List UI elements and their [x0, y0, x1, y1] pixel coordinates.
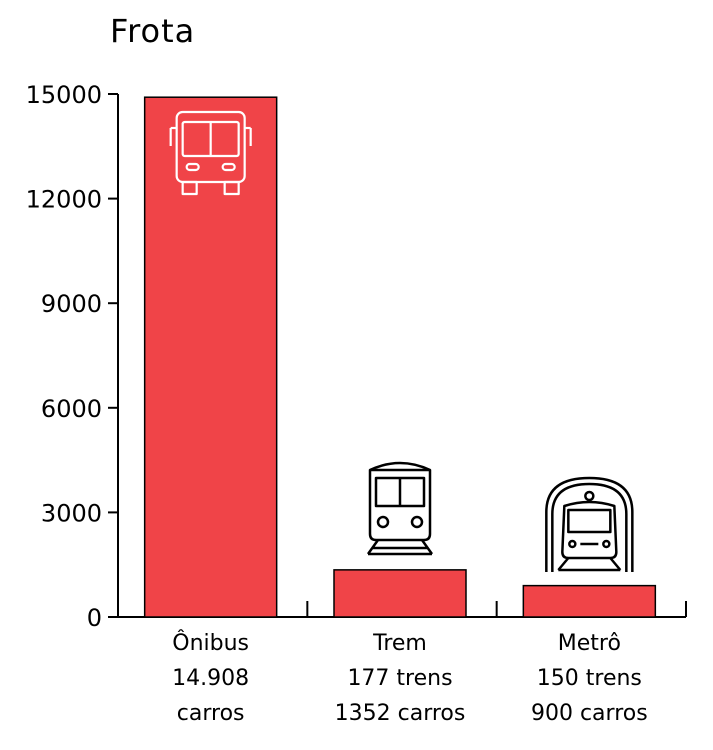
category-label-line: Ônibus: [172, 630, 249, 656]
metro-icon: [545, 476, 634, 572]
category-label-line: 150 trens: [537, 666, 642, 691]
axes: 0 3000 6000 9000 12000 15000: [26, 81, 687, 632]
bars: [143, 96, 657, 618]
y-tick-label: 3000: [41, 499, 102, 527]
bar: [522, 584, 657, 618]
y-tick-label: 0: [87, 604, 102, 632]
category-label-line: 1352 carros: [335, 701, 466, 726]
y-tick-label: 6000: [41, 395, 102, 423]
bar: [143, 96, 278, 618]
icons: [169, 110, 634, 572]
category-labels: Ônibus 14.908 carros Trem 177 trens 1352 carr…: [172, 630, 648, 726]
y-tick-label: 12000: [26, 186, 102, 214]
bus-icon: [169, 110, 252, 196]
category-label-line: 900 carros: [531, 701, 648, 726]
category-label-line: Metrô: [558, 631, 621, 656]
category-label: Trem 177 trens 1352 carros: [335, 631, 466, 726]
category-label: Metrô 150 trens 900 carros: [531, 631, 648, 726]
category-label: Ônibus 14.908 carros: [172, 630, 249, 726]
category-label-line: carros: [177, 701, 245, 726]
chart-title: Frota: [110, 12, 196, 50]
bar: [333, 569, 467, 618]
train-icon: [366, 461, 434, 556]
category-label-line: 177 trens: [347, 666, 452, 691]
category-label-line: Trem: [372, 631, 427, 656]
y-tick-label: 15000: [26, 81, 102, 109]
y-tick-label: 9000: [41, 290, 102, 318]
category-label-line: 14.908: [172, 666, 249, 691]
